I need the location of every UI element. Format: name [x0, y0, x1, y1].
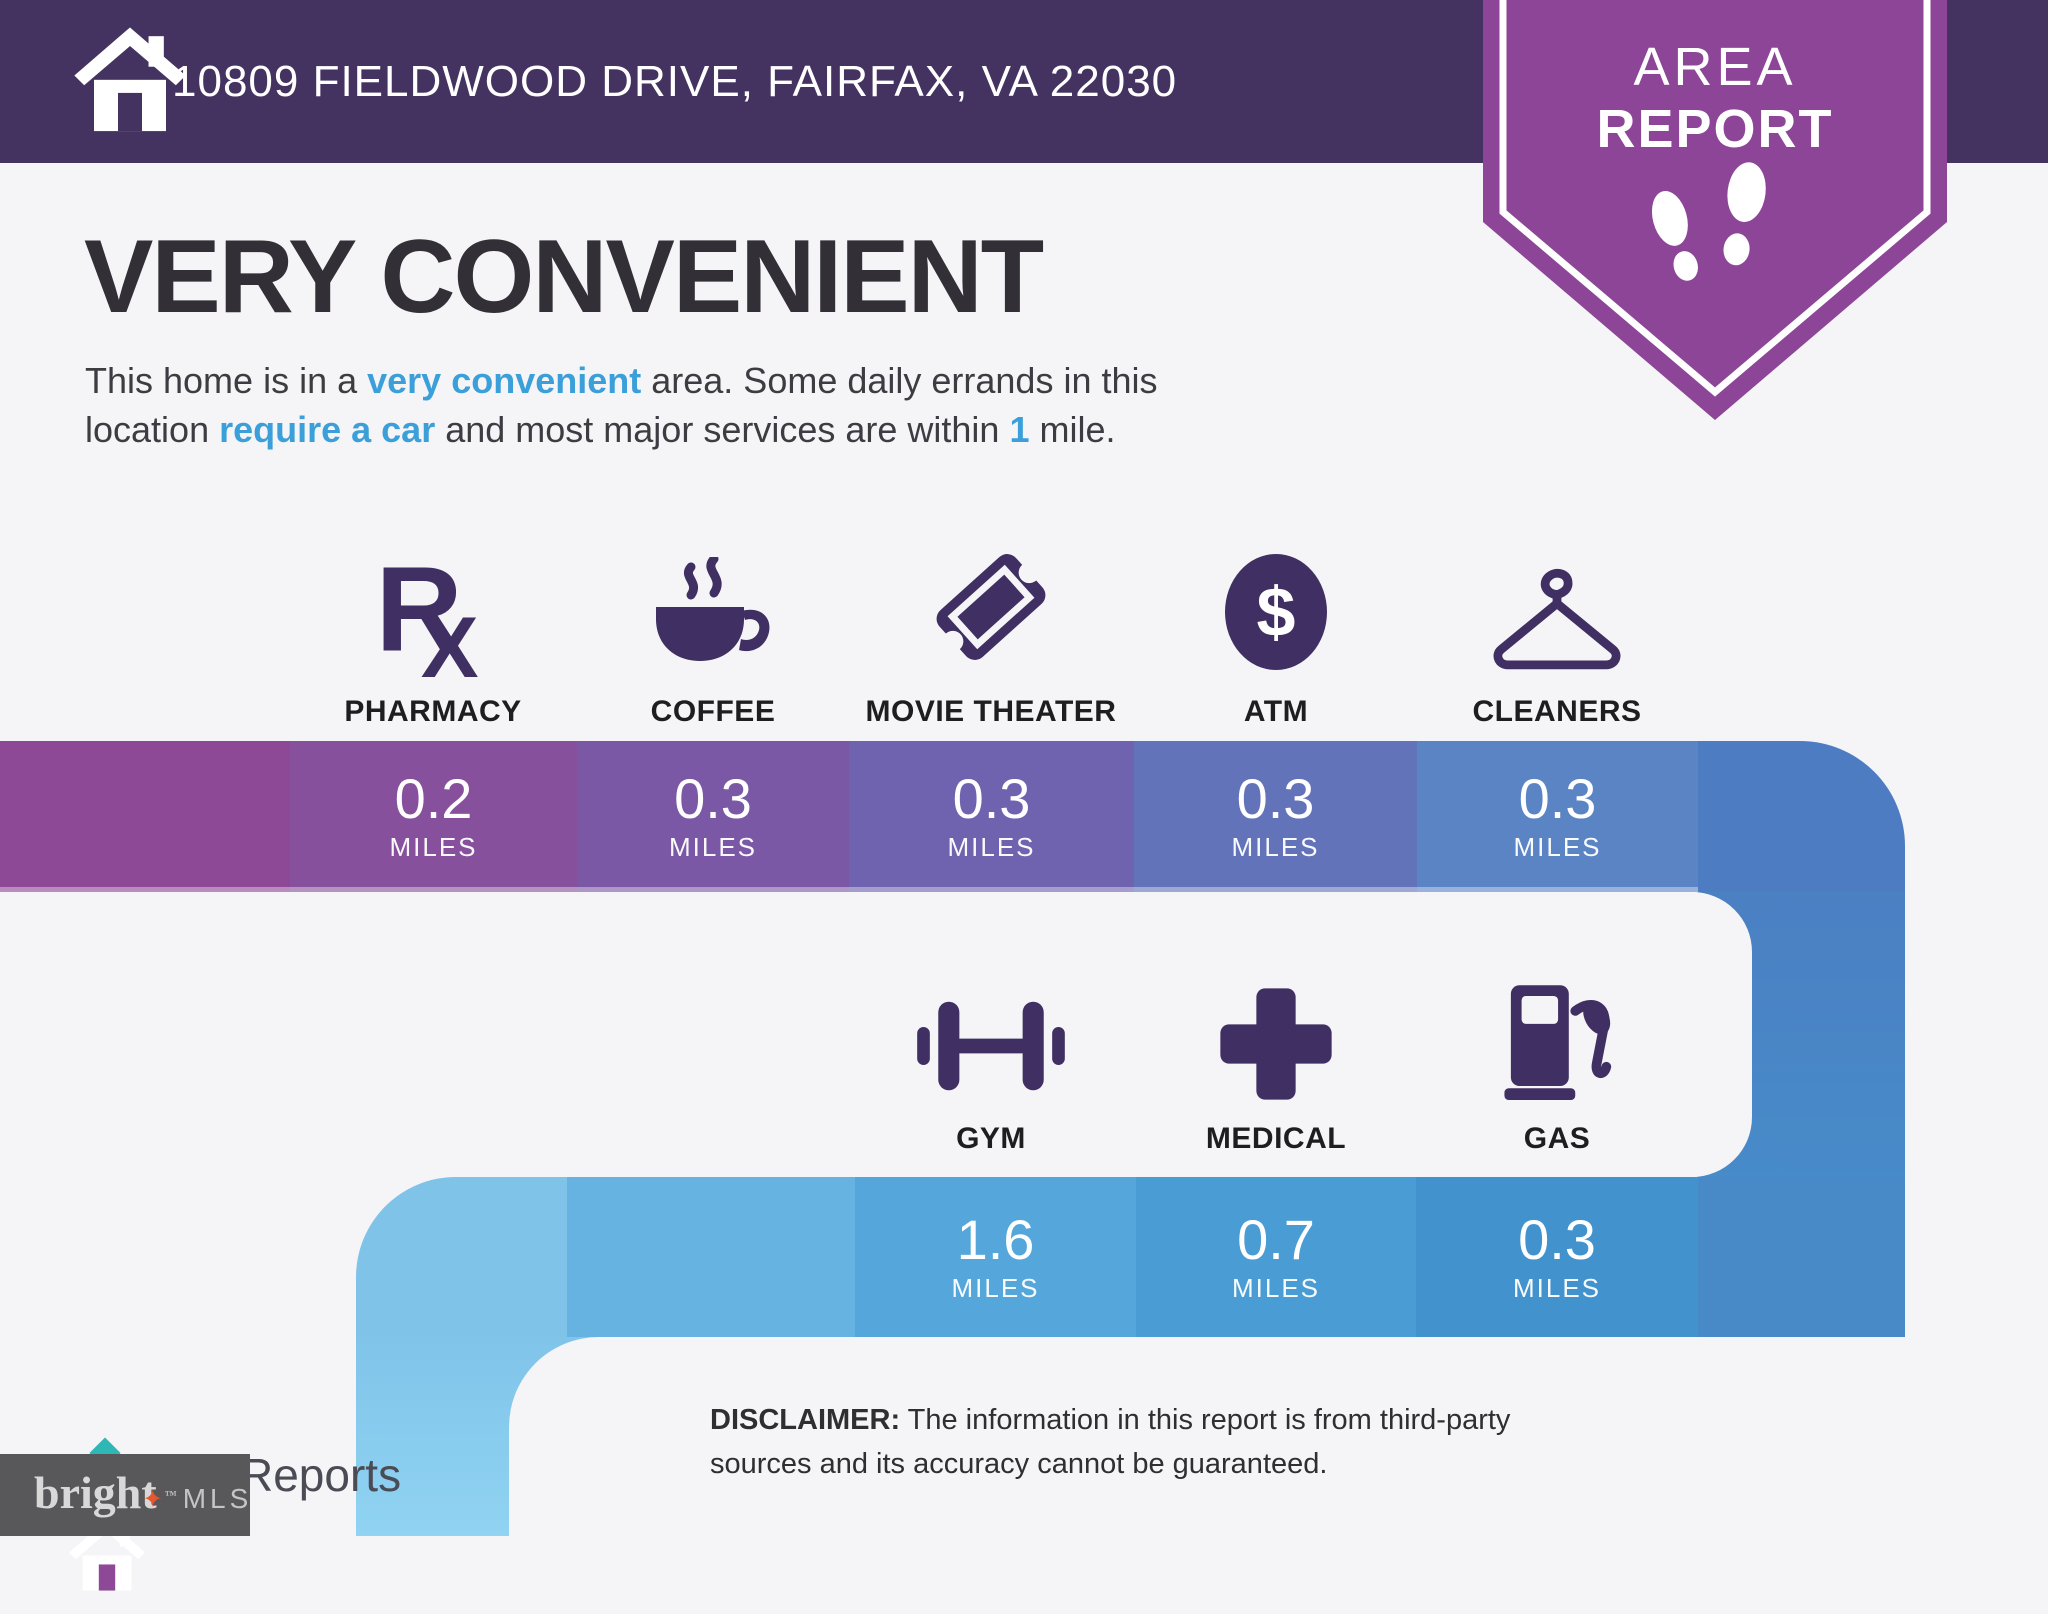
distance-value: 0.2	[394, 767, 473, 830]
summary-seg: This home is in a	[85, 360, 368, 401]
path-band2-tail	[1698, 1177, 1905, 1337]
badge-line1: AREA	[1633, 37, 1797, 97]
service-movie-theater: MOVIE THEATER	[846, 545, 1136, 729]
distance-cell-medical: 0.7 MILES	[1136, 1177, 1416, 1337]
distance-value: 0.3	[1236, 767, 1315, 830]
service-label: ATM	[1243, 695, 1309, 728]
service-cleaners: CLEANERS	[1412, 545, 1702, 729]
distance-cell-atm: 0.3 MILES	[1134, 741, 1417, 892]
service-pharmacy: R X PHARMACY	[288, 545, 578, 729]
service-atm: $ ATM	[1131, 545, 1421, 729]
coffee-cup-icon	[568, 545, 858, 677]
service-label: GAS	[1523, 1122, 1591, 1155]
path-bottom-cutout	[509, 1337, 2048, 1536]
distance-unit: MILES	[668, 832, 758, 862]
svg-text:X: X	[421, 599, 479, 677]
summary-seg: and most major services are within	[435, 409, 1010, 450]
gas-pump-icon	[1412, 972, 1702, 1104]
star-icon: ✦	[142, 1485, 163, 1513]
pharmacy-rx-icon: R X	[288, 545, 578, 677]
distance-cell-coffee: 0.3 MILES	[577, 741, 849, 892]
page-title: VERY CONVENIENT	[84, 219, 1044, 335]
hanger-icon	[1412, 545, 1702, 677]
house-icon	[70, 16, 190, 148]
summary-text: This home is in a very convenient area. …	[85, 356, 1158, 454]
distance-value: 0.3	[1518, 1207, 1596, 1271]
reports-wordmark: Reports	[240, 1449, 402, 1501]
distance-cell-cleaners: 0.3 MILES	[1417, 741, 1698, 892]
dumbbell-icon	[846, 972, 1136, 1104]
brightmls-logo: bright ✦ ™ MLS	[0, 1454, 250, 1536]
brightmls-text: bright	[34, 1467, 157, 1518]
service-label: MOVIE THEATER	[865, 695, 1117, 728]
distance-unit: MILES	[1231, 832, 1320, 862]
service-label: CLEANERS	[1472, 695, 1642, 728]
summary-seg: mile.	[1029, 409, 1116, 450]
svg-text:$: $	[1257, 573, 1296, 651]
distance-unit: MILES	[951, 1272, 1040, 1303]
badge-line2: REPORT	[1596, 99, 1834, 159]
summary-highlight: very convenient	[367, 360, 642, 401]
summary-seg: location	[85, 409, 220, 450]
medical-cross-icon	[1131, 972, 1421, 1104]
service-coffee: COFFEE	[568, 545, 858, 729]
distance-value: 0.7	[1237, 1207, 1315, 1271]
service-label: COFFEE	[650, 695, 776, 728]
dollar-circle-icon: $	[1131, 545, 1421, 677]
service-label: GYM	[956, 1122, 1026, 1155]
svg-text:R: R	[375, 545, 462, 677]
distance-value: 0.3	[674, 767, 752, 830]
disclaimer-body: The information in this report is from t…	[710, 1404, 1511, 1480]
distance-unit: MILES	[1231, 1272, 1321, 1303]
distance-unit: MILES	[1512, 1272, 1602, 1303]
property-address: 10809 FIELDWOOD DRIVE, FAIRFAX, VA 22030	[172, 56, 1178, 106]
disclaimer-text: DISCLAIMER: The information in this repo…	[710, 1398, 1580, 1486]
distance-cell-gas: 0.3 MILES	[1416, 1177, 1698, 1337]
home-cell	[0, 741, 290, 1591]
brightmls-word: bright ✦ ™	[34, 1454, 177, 1532]
ticket-icon	[846, 545, 1136, 677]
disclaimer-label: DISCLAIMER:	[710, 1404, 901, 1436]
service-label: MEDICAL	[1205, 1122, 1347, 1155]
trademark-symbol: ™	[164, 1488, 177, 1502]
area-report-badge: AREA REPORT	[1483, 0, 1947, 424]
distance-value: 0.3	[1518, 767, 1597, 830]
band1-bottom-highlight	[0, 887, 1698, 892]
brightmls-suffix: MLS	[182, 1483, 253, 1514]
distance-unit: MILES	[1513, 832, 1602, 862]
distance-unit: MILES	[389, 832, 478, 862]
distance-unit: MILES	[947, 832, 1036, 862]
service-label: PHARMACY	[344, 695, 522, 728]
distance-value: 0.3	[952, 767, 1031, 830]
summary-highlight: require a car	[219, 409, 436, 450]
service-gas: GAS	[1412, 972, 1702, 1156]
distance-cell-gym: 1.6 MILES	[855, 1177, 1136, 1337]
summary-seg: area. Some daily errands in this	[641, 360, 1158, 401]
distance-cell-pharmacy: 0.2 MILES	[290, 741, 577, 892]
distance-cell-movie-theater: 0.3 MILES	[849, 741, 1134, 892]
path-band2-empty-cell	[567, 1177, 855, 1337]
summary-highlight: 1	[1009, 409, 1030, 450]
footprints-icon	[1651, 162, 1766, 281]
path-band1-tail	[1698, 741, 1905, 892]
service-medical: MEDICAL	[1131, 972, 1421, 1156]
path-corridor-cutout	[0, 892, 1752, 1177]
distance-value: 1.6	[956, 1207, 1035, 1271]
path-band2-lead	[356, 1177, 567, 1337]
service-gym: GYM	[846, 972, 1136, 1156]
